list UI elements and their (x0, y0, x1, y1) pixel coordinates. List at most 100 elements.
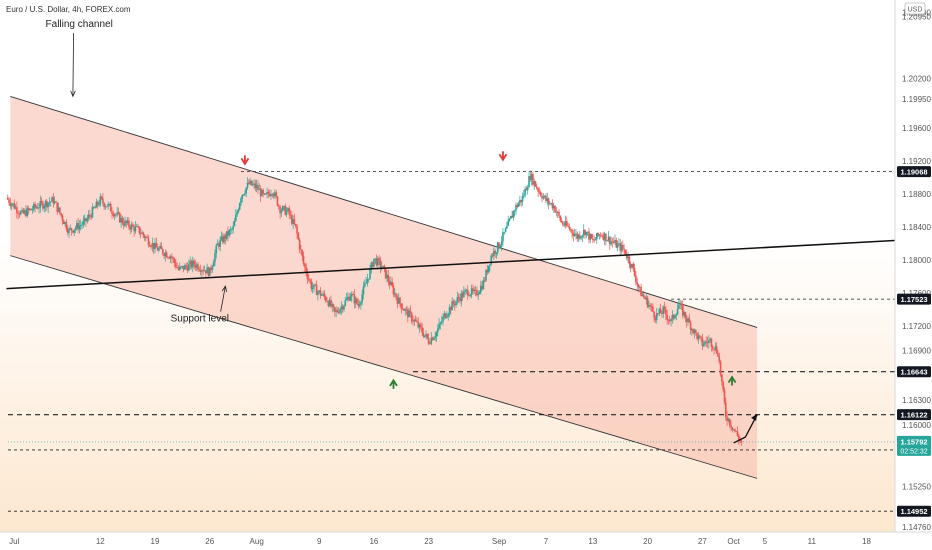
currency-badge[interactable]: USD (904, 2, 926, 15)
candle (120, 214, 122, 228)
candle-body (73, 229, 76, 233)
candle-body (224, 235, 227, 239)
candle-body (551, 203, 554, 209)
candle-body (439, 322, 442, 324)
y-tick-label: 1.14760 (902, 523, 931, 532)
candle-body (731, 427, 734, 430)
candle (715, 342, 718, 355)
candle (666, 309, 668, 325)
candle-body (509, 215, 512, 219)
candle-body (555, 212, 558, 213)
x-tick-label: 19 (151, 537, 160, 546)
candle (278, 204, 280, 210)
candle (375, 254, 378, 267)
candle-body (482, 280, 485, 290)
candle-body (122, 223, 125, 226)
candle (668, 315, 671, 324)
candle (444, 312, 447, 319)
candle-body (446, 316, 448, 318)
candle-body (364, 283, 366, 287)
candle (188, 259, 190, 272)
candle (323, 289, 326, 300)
candle (559, 215, 562, 223)
candle (72, 230, 74, 234)
candle-body (715, 346, 718, 353)
candle-body (387, 274, 390, 282)
candle (659, 303, 662, 314)
candle-body (43, 206, 46, 209)
x-tick-label: 11 (808, 537, 817, 546)
candle-body (262, 189, 264, 194)
candle-body (684, 312, 687, 319)
candle (193, 258, 195, 270)
candle (418, 323, 421, 333)
candle (450, 306, 452, 315)
candle (66, 224, 69, 236)
candle-body (581, 235, 584, 237)
candle (309, 278, 311, 284)
candle-body (154, 242, 156, 250)
candle-body (421, 327, 423, 333)
candle (618, 238, 620, 247)
candle-body (489, 264, 491, 266)
candle (91, 203, 94, 219)
candle-body (710, 338, 713, 347)
candle-body (220, 236, 223, 240)
candle-body (305, 266, 307, 274)
candle-body (541, 195, 543, 199)
candle-body (324, 296, 327, 301)
candle-body (546, 198, 549, 201)
candle-body (429, 343, 431, 345)
candle (573, 228, 576, 237)
candle (373, 258, 375, 269)
candle (572, 229, 575, 242)
candle (689, 320, 692, 335)
candle-body (645, 297, 648, 300)
candle (595, 232, 598, 244)
candle (130, 221, 133, 233)
candle-body (689, 322, 692, 331)
candle-body (25, 210, 27, 217)
y-tick-label: 1.20950 (902, 12, 931, 21)
candle-body (21, 209, 23, 212)
candle-body (258, 188, 261, 190)
candle-body (208, 267, 211, 276)
candle-body (233, 221, 236, 227)
candle (390, 276, 392, 286)
candle-body (238, 203, 241, 210)
candle (271, 192, 274, 198)
candle-body (36, 207, 39, 209)
candle (392, 282, 395, 298)
candle-body (270, 194, 272, 197)
candle (526, 184, 529, 195)
candle (665, 305, 667, 321)
candle (301, 249, 304, 262)
candle (455, 300, 457, 308)
candle (194, 260, 197, 271)
level-tag-text: 1.19068 (900, 167, 927, 176)
candle (61, 214, 64, 226)
candle (379, 256, 382, 274)
candle (122, 217, 125, 230)
candle (721, 373, 723, 386)
candle (619, 239, 622, 257)
time-axis[interactable] (0, 532, 932, 550)
candle (412, 315, 414, 326)
candle-body (442, 316, 444, 322)
candle (203, 265, 206, 272)
candle-body (605, 233, 607, 242)
candle (407, 306, 409, 323)
candle-body (507, 220, 509, 226)
candle-body (704, 341, 706, 345)
candle-body (47, 202, 49, 208)
candle (103, 202, 105, 210)
candle-body (79, 225, 82, 226)
candle-body (94, 207, 96, 209)
candle-body (366, 279, 369, 283)
candles-layer (6, 170, 743, 447)
candle-body (180, 266, 182, 268)
candle-body (388, 281, 391, 286)
candle (661, 310, 663, 318)
candle-body (17, 212, 19, 214)
